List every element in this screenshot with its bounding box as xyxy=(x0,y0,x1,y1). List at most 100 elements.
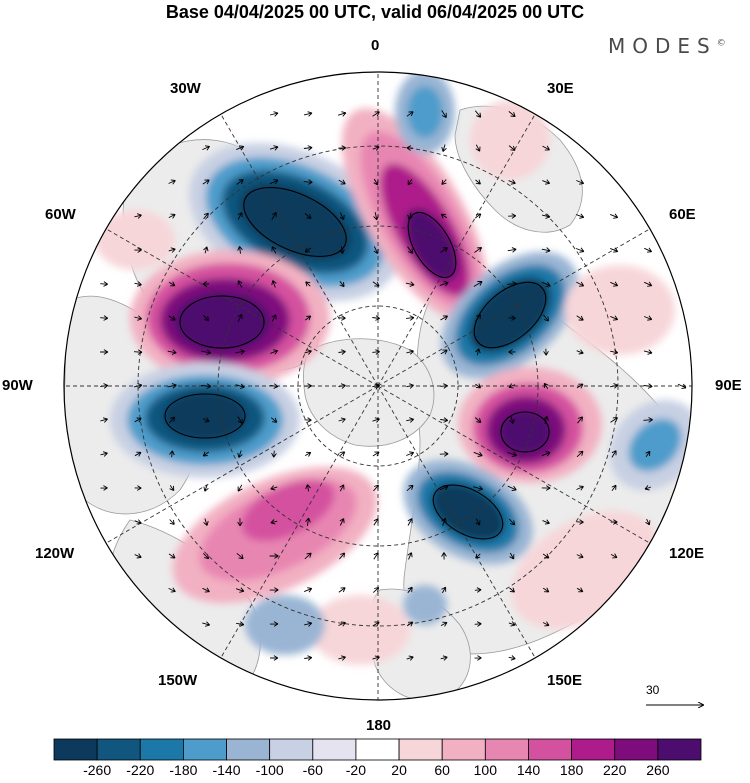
wind-vector xyxy=(202,179,210,185)
wind-vector xyxy=(407,518,413,526)
wind-vector xyxy=(508,111,516,118)
wind-vector xyxy=(610,383,619,389)
colorbar-swatch xyxy=(226,738,271,761)
wind-vector xyxy=(373,212,379,221)
colorbar-tick-label: -60 xyxy=(302,762,323,778)
wind-vector xyxy=(576,281,585,287)
wind-vector xyxy=(304,621,313,627)
wind-vector xyxy=(236,145,245,151)
wind-vector xyxy=(339,451,346,457)
wind-vector xyxy=(236,179,244,185)
wind-vector xyxy=(339,212,345,220)
wind-vector xyxy=(643,417,653,423)
wind-vector xyxy=(133,383,143,389)
wind-vector xyxy=(610,213,619,219)
wind-vector xyxy=(100,315,109,321)
anomaly-high-scandinavia xyxy=(470,100,550,180)
wind-vector xyxy=(237,314,243,322)
wind-vector xyxy=(576,179,585,185)
wind-vector xyxy=(541,281,551,287)
wind-vector xyxy=(440,417,449,423)
colorbar-swatch xyxy=(571,738,616,761)
wind-vector xyxy=(508,349,516,355)
wind-vector xyxy=(543,415,549,424)
wind-vector xyxy=(577,416,583,424)
wind-vector xyxy=(474,247,483,253)
wind-vector xyxy=(440,213,448,219)
wind-vector xyxy=(372,111,380,117)
wind-vector xyxy=(441,586,447,594)
wind-vector xyxy=(441,110,447,119)
wind-vector xyxy=(305,315,312,321)
wind-vector xyxy=(202,621,211,627)
wind-vector xyxy=(269,111,279,117)
wind-vector xyxy=(610,281,619,287)
wind-vector xyxy=(270,485,278,491)
wind-vector xyxy=(271,211,277,220)
colorbar-tick-label: 220 xyxy=(603,762,627,778)
wind-vector xyxy=(373,552,379,560)
wind-vector xyxy=(100,281,108,287)
colorbar-tick-label: -180 xyxy=(169,762,198,778)
wind-vector xyxy=(202,587,210,593)
wind-vector xyxy=(475,553,481,559)
wind-vector xyxy=(610,315,619,321)
wind-vector xyxy=(338,179,346,185)
wind-vector xyxy=(338,145,347,151)
wind-vector xyxy=(202,451,210,457)
wind-vector xyxy=(405,281,415,287)
wind-vector xyxy=(203,212,209,220)
wind-vector xyxy=(372,417,380,423)
lon-label-60w: 60W xyxy=(45,206,76,223)
wind-vector xyxy=(270,417,278,423)
lon-label-120e: 120E xyxy=(669,545,705,562)
wind-vector xyxy=(100,417,108,423)
wind-vector xyxy=(542,145,550,151)
colorbar-tick-label: 180 xyxy=(559,762,584,778)
wind-vectors xyxy=(100,110,687,661)
wind-vector xyxy=(237,212,243,220)
wind-vector xyxy=(134,417,142,423)
wind-vector xyxy=(237,280,243,288)
wind-vector xyxy=(202,145,210,151)
wind-vector xyxy=(543,348,549,356)
wind-vector xyxy=(100,349,109,355)
wind-vector xyxy=(406,145,414,151)
wind-vector xyxy=(133,349,143,355)
wind-vector xyxy=(236,621,245,627)
wind-vector xyxy=(407,586,413,594)
wind-vector xyxy=(304,383,312,389)
colorbar-swatch xyxy=(657,738,702,761)
wind-vector xyxy=(610,349,619,355)
wind-vector xyxy=(304,247,312,253)
wind-vector xyxy=(439,451,449,457)
wind-vector xyxy=(644,485,652,491)
wind-vector xyxy=(338,621,346,627)
wind-vector xyxy=(474,417,482,423)
wind-vector xyxy=(372,315,380,321)
wind-vector xyxy=(576,213,585,219)
wind-vector xyxy=(473,281,483,287)
colorbar-tick-label: -20 xyxy=(345,762,367,778)
wind-vector xyxy=(507,451,517,457)
wind-vector xyxy=(474,655,482,661)
wind-vector xyxy=(406,451,415,457)
wind-vector xyxy=(576,383,584,389)
wind-vector xyxy=(373,518,379,526)
wind-vector xyxy=(304,655,313,661)
colorbar-swatch xyxy=(53,738,98,761)
colorbar-swatch xyxy=(398,738,443,761)
wind-vector xyxy=(270,383,279,389)
anomaly-low-gulf-of-alaska xyxy=(245,595,325,655)
wind-vector xyxy=(508,179,516,185)
wind-vector xyxy=(474,587,482,593)
wind-vector xyxy=(235,383,245,389)
colorbar-swatch xyxy=(614,738,659,761)
colorbar-tick-label: 100 xyxy=(473,762,497,778)
anomaly-high-labrador xyxy=(95,210,175,270)
wind-vector xyxy=(677,383,687,389)
wind-vector xyxy=(303,145,313,151)
wind-vector xyxy=(169,519,175,525)
wind-vector xyxy=(575,247,585,253)
lon-label-180: 180 xyxy=(366,717,392,734)
